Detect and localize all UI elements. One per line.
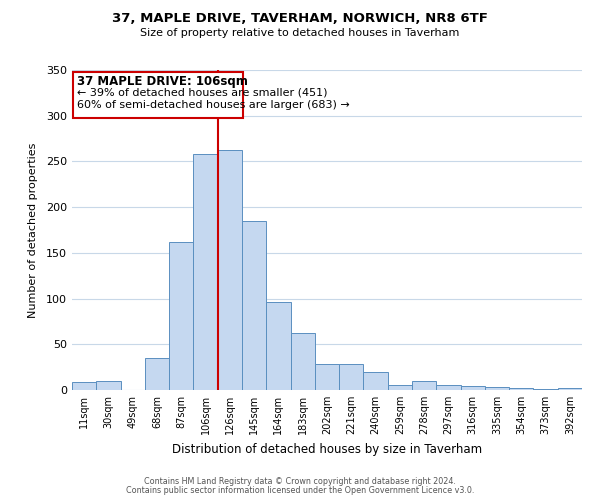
Bar xyxy=(242,221,266,390)
Bar xyxy=(315,364,339,390)
Bar xyxy=(290,334,315,390)
Text: Size of property relative to detached houses in Taverham: Size of property relative to detached ho… xyxy=(140,28,460,38)
Bar xyxy=(96,381,121,390)
Text: Contains HM Land Registry data © Crown copyright and database right 2024.: Contains HM Land Registry data © Crown c… xyxy=(144,477,456,486)
Text: 37, MAPLE DRIVE, TAVERHAM, NORWICH, NR8 6TF: 37, MAPLE DRIVE, TAVERHAM, NORWICH, NR8 … xyxy=(112,12,488,26)
Bar xyxy=(533,389,558,390)
Text: Contains public sector information licensed under the Open Government Licence v3: Contains public sector information licen… xyxy=(126,486,474,495)
Text: 60% of semi-detached houses are larger (683) →: 60% of semi-detached houses are larger (… xyxy=(77,100,350,110)
Bar xyxy=(412,381,436,390)
Bar xyxy=(364,372,388,390)
Text: 37 MAPLE DRIVE: 106sqm: 37 MAPLE DRIVE: 106sqm xyxy=(77,74,248,88)
Bar xyxy=(509,388,533,390)
Bar xyxy=(145,358,169,390)
Bar xyxy=(558,388,582,390)
Bar xyxy=(193,154,218,390)
Y-axis label: Number of detached properties: Number of detached properties xyxy=(28,142,38,318)
Bar xyxy=(485,388,509,390)
Bar xyxy=(388,386,412,390)
Bar xyxy=(266,302,290,390)
Text: ← 39% of detached houses are smaller (451): ← 39% of detached houses are smaller (45… xyxy=(77,88,328,98)
Bar xyxy=(339,364,364,390)
Bar xyxy=(218,150,242,390)
Bar xyxy=(72,382,96,390)
Bar xyxy=(169,242,193,390)
Bar xyxy=(461,386,485,390)
FancyBboxPatch shape xyxy=(73,72,243,118)
Bar xyxy=(436,384,461,390)
X-axis label: Distribution of detached houses by size in Taverham: Distribution of detached houses by size … xyxy=(172,442,482,456)
